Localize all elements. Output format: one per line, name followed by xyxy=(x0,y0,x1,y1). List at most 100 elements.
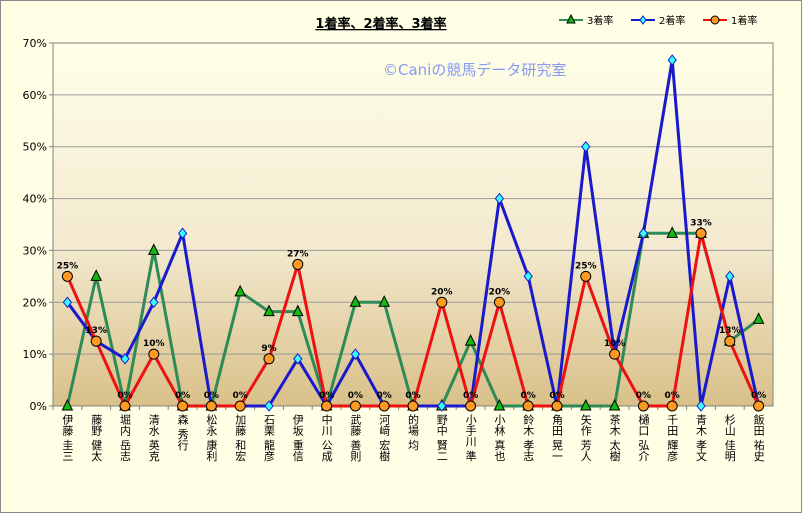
data-point xyxy=(666,400,678,412)
data-point xyxy=(725,270,735,283)
data-point xyxy=(378,295,391,307)
data-point xyxy=(667,54,677,66)
data-point xyxy=(90,335,102,347)
chart-title: 1着率、2着率、3着率 xyxy=(315,16,446,32)
y-tick-label: 70% xyxy=(23,37,47,50)
x-category-label: 森 秀行 xyxy=(176,413,189,451)
data-point xyxy=(349,400,361,412)
x-category-label: 野中 賢二 xyxy=(435,414,448,462)
data-label: 10% xyxy=(604,339,626,349)
data-label: 0% xyxy=(521,391,536,401)
data-label: 10% xyxy=(143,339,165,349)
x-category-label: 河﨑 宏樹 xyxy=(378,414,391,462)
data-point xyxy=(638,227,649,240)
x-category-label: 杉山 佳明 xyxy=(723,413,736,462)
data-point xyxy=(349,295,362,307)
legend-label: 1着率 xyxy=(731,14,757,27)
x-category-label: 石栗 龍彦 xyxy=(263,414,276,462)
data-point xyxy=(696,400,706,412)
legend-marker xyxy=(566,13,576,24)
x-category-label: 清水 英克 xyxy=(147,414,160,462)
x-category-label: 加藤 和宏 xyxy=(234,414,247,462)
data-point xyxy=(119,400,131,412)
legend-marker xyxy=(710,15,720,25)
data-point xyxy=(666,226,679,238)
data-point xyxy=(205,400,217,412)
data-label: 0% xyxy=(319,391,334,401)
data-label: 20% xyxy=(489,287,511,297)
x-category-label: 武藤 善則 xyxy=(349,414,362,462)
data-point xyxy=(378,400,390,412)
data-point xyxy=(464,334,477,346)
data-point xyxy=(62,296,73,309)
y-tick-label: 40% xyxy=(23,193,47,206)
y-tick-label: 50% xyxy=(23,141,47,154)
data-point xyxy=(753,400,765,412)
data-label: 0% xyxy=(665,391,680,401)
data-point xyxy=(493,398,506,411)
x-category-label: 鈴木 孝志 xyxy=(522,413,535,462)
data-point xyxy=(724,335,736,347)
data-point xyxy=(522,400,534,412)
x-category-label: 小手川 準 xyxy=(464,414,477,462)
data-point xyxy=(752,312,765,324)
watermark: ©Caniの競馬データ研究室 xyxy=(383,61,566,79)
x-category-label: 的場 均 xyxy=(407,413,420,451)
x-category-label: 小林 真也 xyxy=(493,414,506,462)
data-point xyxy=(292,258,304,270)
plot-area xyxy=(52,42,774,407)
data-label: 0% xyxy=(117,391,132,401)
x-category-label: 飯田 祐史 xyxy=(752,413,765,462)
data-label: 33% xyxy=(690,218,712,228)
x-category-label: 角田 晃一 xyxy=(551,414,564,462)
data-label: 0% xyxy=(175,391,190,401)
y-tick-label: 10% xyxy=(23,348,47,361)
data-point xyxy=(291,304,304,317)
x-category-label: 茶木 太樹 xyxy=(608,414,621,462)
data-point xyxy=(321,400,333,412)
legend-label: 3着率 xyxy=(587,14,613,27)
data-point xyxy=(234,284,247,297)
legend: 3着率 2着率 1着率 xyxy=(559,13,757,27)
data-point xyxy=(234,400,246,412)
x-category-label: 藤野 健太 xyxy=(90,414,103,462)
data-point xyxy=(90,269,103,281)
data-point xyxy=(581,140,591,153)
data-point xyxy=(494,192,505,205)
x-category-label: 青木 孝文 xyxy=(695,414,708,462)
x-category-label: 堀内 岳志 xyxy=(119,414,132,462)
data-point xyxy=(350,348,361,360)
data-label: 27% xyxy=(287,249,309,259)
data-label: 25% xyxy=(57,261,79,271)
data-point xyxy=(263,304,275,317)
data-point xyxy=(148,348,160,360)
data-point xyxy=(608,398,621,411)
y-tick-label: 20% xyxy=(23,296,47,309)
data-label: 0% xyxy=(636,391,651,401)
data-point xyxy=(120,353,130,365)
x-category-label: 中川 公成 xyxy=(320,414,333,462)
data-label: 13% xyxy=(85,326,107,336)
data-point xyxy=(523,270,533,283)
data-point xyxy=(61,270,73,282)
data-point xyxy=(177,227,188,240)
data-label: 13% xyxy=(719,326,741,336)
data-label: 9% xyxy=(261,344,276,354)
data-label: 0% xyxy=(405,391,420,401)
legend-label: 2着率 xyxy=(659,14,685,27)
data-point xyxy=(695,227,707,239)
data-point xyxy=(147,243,160,255)
x-category-label: 伊坂 重信 xyxy=(291,414,304,462)
y-tick-label: 0% xyxy=(30,400,47,413)
data-point xyxy=(493,296,505,308)
x-category-label: 千田 輝彦 xyxy=(666,414,679,462)
data-label: 0% xyxy=(549,391,564,401)
x-category-label: 松永 康利 xyxy=(205,413,218,462)
x-category-label: 伊藤 圭三 xyxy=(61,414,74,462)
data-point xyxy=(465,400,477,412)
y-tick-label: 30% xyxy=(23,244,47,257)
data-label: 0% xyxy=(463,391,478,401)
data-point xyxy=(637,400,649,412)
